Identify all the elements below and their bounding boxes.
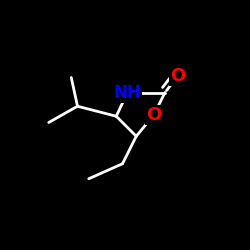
- Text: NH: NH: [114, 84, 141, 102]
- Text: O: O: [146, 106, 162, 124]
- Text: O: O: [170, 67, 185, 85]
